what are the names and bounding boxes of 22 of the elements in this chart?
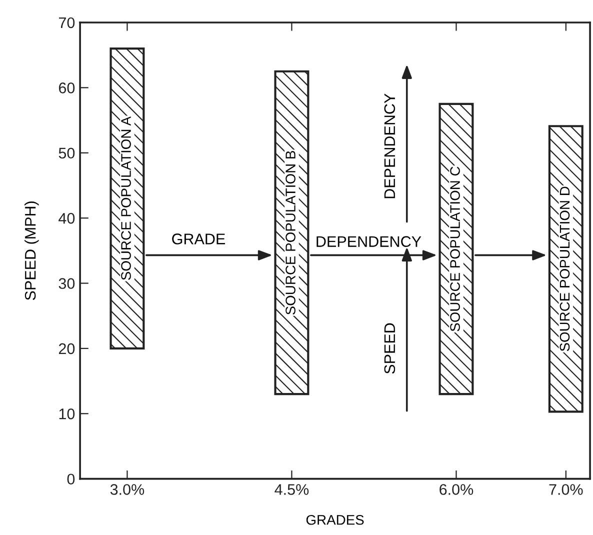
y-tick-label: 10 xyxy=(59,408,75,420)
annotation: SOURCE POPULATION D xyxy=(560,186,570,352)
y-axis-title: SPEED (MPH) xyxy=(24,202,39,300)
x-tick-label: 3.0% xyxy=(110,484,144,495)
y-tick-label: 20 xyxy=(58,343,75,354)
annotation: DEPENDENCY xyxy=(316,236,422,247)
x-axis-title: GRADES xyxy=(306,514,364,525)
annotation: SOURCE POPULATION A xyxy=(121,116,131,280)
annotation: SOURCE POPULATION C xyxy=(450,166,460,332)
y-tick-label: 50 xyxy=(58,148,75,159)
y-tick-label: 30 xyxy=(58,278,75,289)
x-tick-label: 7.0% xyxy=(549,484,583,495)
x-tick-label: 6.0% xyxy=(440,484,474,495)
y-tick-label: 40 xyxy=(58,212,75,224)
annotation: GRADE xyxy=(172,234,226,244)
x-tick-label: 4.5% xyxy=(274,484,309,495)
annotation: SOURCE POPULATION B xyxy=(286,151,296,315)
y-tick-label: 0 xyxy=(67,474,75,485)
y-tick-label: 60 xyxy=(58,82,75,94)
annotation: SPEED xyxy=(384,323,396,374)
y-tick-label: 70 xyxy=(58,17,75,28)
annotation: DEPENDENCY xyxy=(384,94,396,198)
